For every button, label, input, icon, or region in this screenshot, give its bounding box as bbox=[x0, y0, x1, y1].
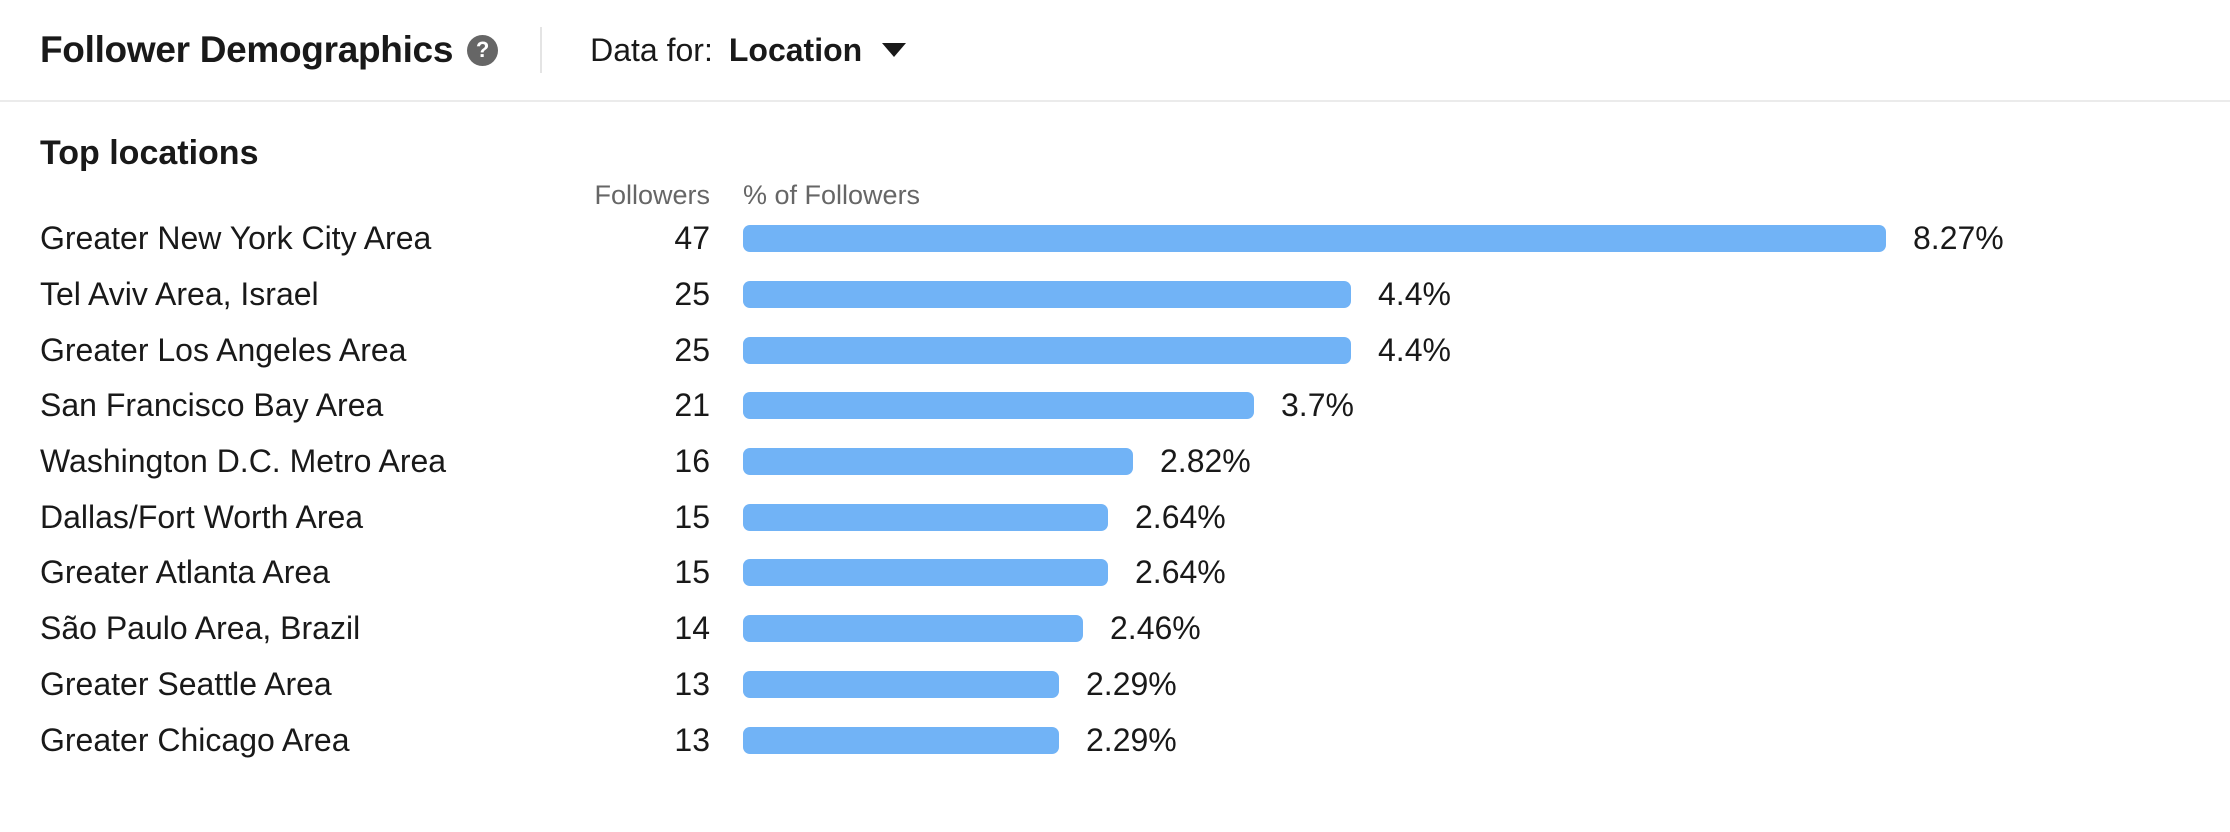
section-title: Top locations bbox=[40, 134, 259, 172]
bar bbox=[743, 503, 1108, 531]
location-label: Greater Los Angeles Area bbox=[40, 331, 407, 368]
location-label: São Paulo Area, Brazil bbox=[40, 610, 361, 647]
bar bbox=[743, 615, 1083, 643]
bar bbox=[743, 670, 1059, 698]
table-row: Greater New York City Area 47 8.27% bbox=[40, 211, 2230, 267]
table-row: Greater Los Angeles Area 25 4.4% bbox=[40, 322, 2230, 378]
bar bbox=[743, 225, 1886, 253]
column-header-followers: Followers bbox=[594, 179, 710, 210]
follower-count: 15 bbox=[674, 498, 710, 535]
location-label: Dallas/Fort Worth Area bbox=[40, 498, 364, 535]
bar bbox=[743, 726, 1059, 754]
pct-label: 2.64% bbox=[1135, 554, 1226, 591]
bar-cell: 4.4% bbox=[743, 276, 2230, 313]
pct-label: 2.29% bbox=[1086, 665, 1177, 702]
location-label: Greater Atlanta Area bbox=[40, 554, 330, 591]
panel-header: Follower Demographics ? Data for: Locati… bbox=[0, 0, 2230, 102]
location-label: San Francisco Bay Area bbox=[40, 387, 384, 424]
pct-label: 2.46% bbox=[1110, 610, 1201, 647]
table-row: Greater Seattle Area 13 2.29% bbox=[40, 657, 2230, 713]
table-row: Dallas/Fort Worth Area 15 2.64% bbox=[40, 489, 2230, 545]
column-headers: Followers % of Followers bbox=[40, 179, 2230, 211]
table-row: Greater Chicago Area 13 2.29% bbox=[40, 712, 2230, 768]
pct-label: 2.29% bbox=[1086, 721, 1177, 758]
location-label: Tel Aviv Area, Israel bbox=[40, 276, 319, 313]
follower-count: 13 bbox=[674, 721, 710, 758]
follower-count: 16 bbox=[674, 443, 710, 480]
top-locations-section: Top locations Followers % of Followers G… bbox=[0, 133, 2230, 768]
bar bbox=[743, 281, 1351, 309]
bar-cell: 2.46% bbox=[743, 610, 2230, 647]
bar bbox=[743, 336, 1351, 364]
location-label: Greater New York City Area bbox=[40, 220, 432, 257]
follower-count: 15 bbox=[674, 554, 710, 591]
follower-count: 25 bbox=[674, 331, 710, 368]
bar-cell: 8.27% bbox=[743, 220, 2230, 257]
vertical-divider bbox=[540, 27, 543, 73]
bar-cell: 2.29% bbox=[743, 666, 2230, 703]
data-for-label: Data for: bbox=[590, 31, 713, 68]
data-for-dropdown[interactable]: Location bbox=[728, 31, 907, 69]
pct-label: 4.4% bbox=[1378, 331, 1451, 368]
pct-label: 4.4% bbox=[1378, 276, 1451, 313]
table-row: São Paulo Area, Brazil 14 2.46% bbox=[40, 601, 2230, 657]
data-for-selected-value: Location bbox=[728, 31, 863, 68]
bar-cell: 4.4% bbox=[743, 332, 2230, 369]
follower-count: 25 bbox=[674, 276, 710, 313]
pct-label: 2.64% bbox=[1135, 498, 1226, 535]
table-row: Washington D.C. Metro Area 16 2.82% bbox=[40, 434, 2230, 490]
bar-cell: 3.7% bbox=[743, 387, 2230, 424]
bar-cell: 2.29% bbox=[743, 722, 2230, 759]
follower-count: 21 bbox=[674, 387, 710, 424]
follower-count: 47 bbox=[674, 220, 710, 257]
follower-count: 14 bbox=[674, 610, 710, 647]
table-row: San Francisco Bay Area 21 3.7% bbox=[40, 378, 2230, 434]
location-label: Washington D.C. Metro Area bbox=[40, 443, 447, 480]
bar-cell: 2.82% bbox=[743, 443, 2230, 480]
follower-count: 13 bbox=[674, 665, 710, 702]
location-label: Greater Chicago Area bbox=[40, 721, 350, 758]
bar bbox=[743, 559, 1108, 587]
help-icon[interactable]: ? bbox=[467, 34, 499, 66]
bar bbox=[743, 392, 1254, 420]
bar-cell: 2.64% bbox=[743, 554, 2230, 591]
pct-label: 3.7% bbox=[1281, 387, 1354, 424]
bar-cell: 2.64% bbox=[743, 499, 2230, 536]
table-row: Tel Aviv Area, Israel 25 4.4% bbox=[40, 267, 2230, 323]
column-header-pct-of-followers: % of Followers bbox=[743, 179, 921, 210]
pct-label: 8.27% bbox=[1913, 220, 2004, 257]
bar bbox=[743, 448, 1133, 476]
table-row: Greater Atlanta Area 15 2.64% bbox=[40, 545, 2230, 601]
chevron-down-icon bbox=[882, 43, 907, 57]
rows: Greater New York City Area 47 8.27% Tel … bbox=[40, 211, 2230, 768]
pct-label: 2.82% bbox=[1160, 443, 1251, 480]
page-title: Follower Demographics bbox=[40, 29, 454, 70]
location-label: Greater Seattle Area bbox=[40, 665, 332, 702]
